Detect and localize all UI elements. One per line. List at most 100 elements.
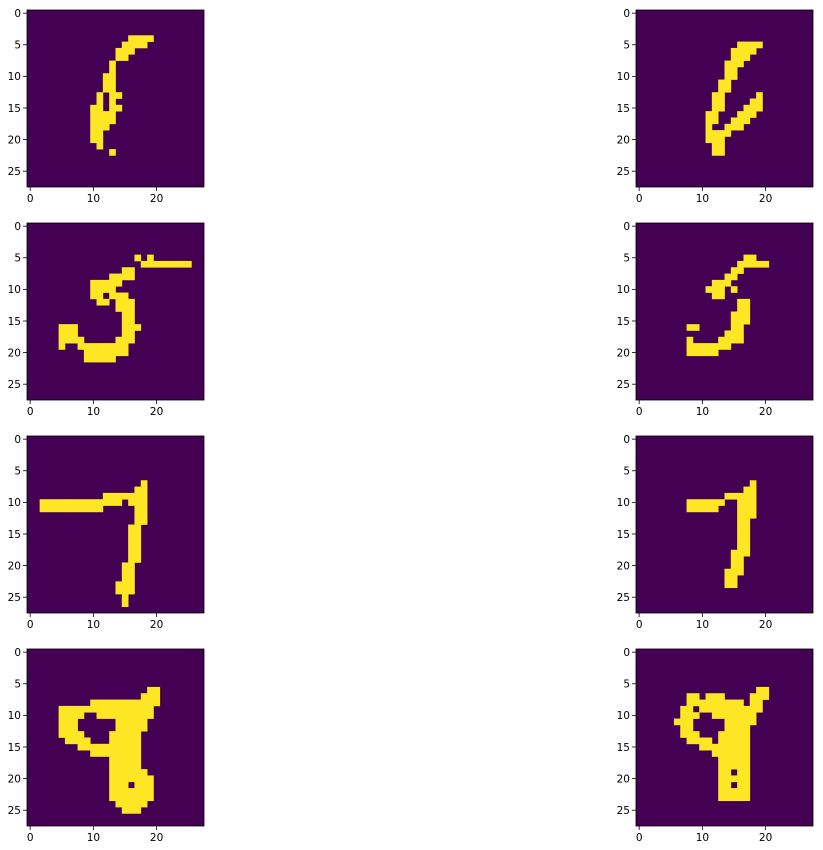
pixel-on [737,769,744,776]
pixel-on [71,499,78,506]
pixel-on [743,762,751,770]
pixel-on [762,693,770,700]
pixel-on [737,737,744,745]
y-tick-label: 0 [14,434,21,446]
pixel-on [711,292,719,300]
pixel-on [724,73,732,80]
pixel-on [128,267,135,274]
pixel-on [128,530,135,538]
pixel-on [134,712,142,719]
pixel-on [109,355,116,363]
pixel-on [109,756,116,764]
pixel-on [128,324,135,331]
pixel-on [115,499,123,506]
pixel-on [737,511,744,519]
pixel-on [711,136,719,144]
pixel-on [109,731,116,738]
pixel-on [45,505,53,513]
pixel-on [52,499,59,506]
pixel-on [121,330,129,338]
axes-frame [26,9,205,188]
x-tick-label: 0 [27,193,34,205]
pixel-on [147,35,154,42]
pixel-on [711,104,719,112]
axes-frame [635,648,814,827]
pixel-on [743,781,751,789]
pixel-on [705,130,713,137]
pixel-on [134,705,142,713]
pixel-on [724,330,732,338]
pixel-on [686,712,694,719]
panel-1: 0 10 20 0 5 10 15 20 25 [8,8,205,205]
pixel-on [115,581,123,589]
pixel-on [724,781,732,789]
y-tick-label: 5 [623,466,630,478]
pixel-on [147,254,154,262]
pixel-on [730,750,738,757]
pixel-on [730,712,738,719]
pixel-on [134,254,142,262]
pixel-on [134,543,142,551]
x-tick-label: 20 [759,193,772,205]
pixel-on [153,693,161,700]
pixel-on [711,712,719,719]
pixel-on [718,769,725,776]
pixel-on [730,556,738,563]
pixel-on [121,562,129,570]
pixel-on [115,343,123,350]
pixel-on [77,743,85,751]
pixel-on [121,336,129,344]
pixel-on [724,769,732,776]
pixel-on [128,705,135,713]
pixel-on [96,355,104,363]
pixel-on [77,336,85,344]
pixel-on [128,724,135,732]
pixel-on [705,699,713,707]
pixel-on [737,492,744,500]
y-tick-label: 5 [623,253,630,265]
x-tick-label: 0 [636,406,643,418]
pixel-on [115,104,123,112]
pixel-on [756,699,763,707]
pixel-on [737,117,744,125]
y-tick-label: 20 [8,560,21,572]
y-tick-label: 25 [617,379,630,391]
pixel-on [128,800,135,808]
pixel-on [718,336,725,344]
pixel-on [718,737,725,745]
pixel-on [140,260,148,268]
pixel-on [134,756,142,764]
pixel-on [115,705,123,713]
pixel-on [64,336,72,344]
pixel-on [172,260,180,268]
pixel-on [64,718,72,726]
pixel-on [680,724,687,732]
pixel-on [730,123,738,131]
pixel-on [71,718,78,726]
pixel-on [762,260,770,268]
pixel-on [686,343,694,350]
pixel-on [140,781,148,789]
y-tick-label: 20 [617,560,630,572]
pixel-on [77,712,85,719]
pixel-on [705,505,713,513]
y-tick-label: 10 [617,710,630,722]
pixel-on [121,267,129,274]
pixel-on [121,699,129,707]
pixel-on [737,724,744,732]
pixel-on [121,273,129,281]
pixel-on [39,505,47,513]
pixel-on [121,317,129,325]
pixel-on [140,699,148,707]
pixel-on [730,775,738,783]
pixel-on [109,781,116,789]
pixel-on [58,505,66,513]
pixel-on [692,324,700,331]
pixel-on [743,305,751,312]
pixel-on [109,85,116,93]
pixel-on [121,305,129,312]
pixel-on [115,298,123,306]
pixel-on [718,292,725,300]
pixel-on [128,575,135,582]
pixel-on [140,712,148,719]
